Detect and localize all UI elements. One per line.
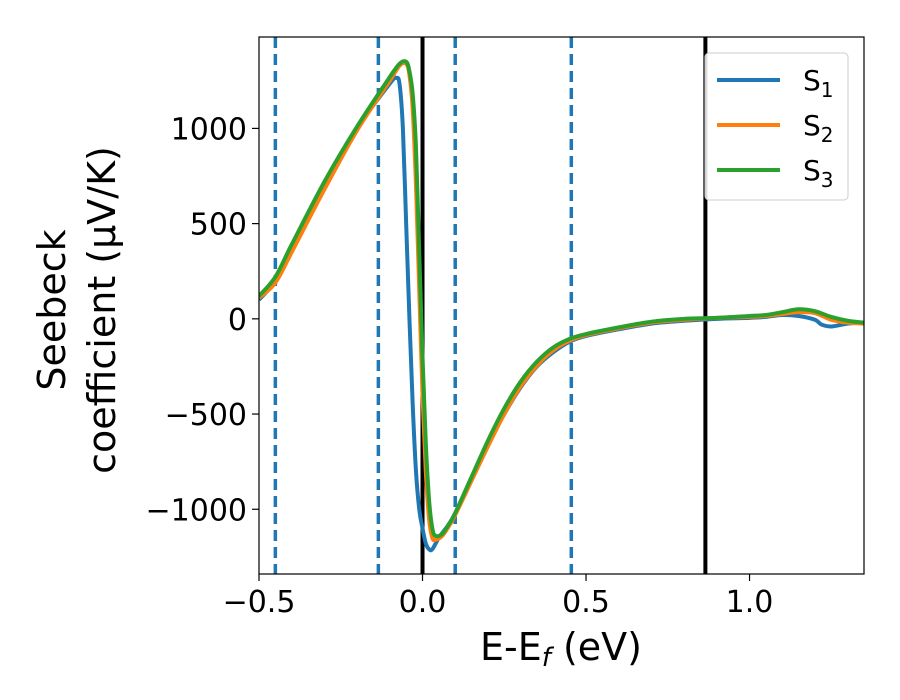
y-tick-label: 500 — [190, 208, 247, 243]
x-tick-label: 1.0 — [726, 585, 774, 620]
y-tick-label: −500 — [165, 398, 247, 433]
series-line-s3 — [259, 59, 864, 539]
y-axis-label-line2: coefficient (μV/K) — [80, 146, 124, 474]
x-axis-label: E-Ef (eV) — [480, 625, 642, 673]
x-axis: −0.5 0.0 0.5 1.0 — [223, 574, 774, 620]
y-tick-label: 1000 — [171, 112, 247, 147]
x-tick-label: −0.5 — [223, 585, 296, 620]
legend-label-s1: S1 — [803, 64, 834, 102]
x-tick-label: 0.5 — [562, 585, 610, 620]
y-tick-label: 0 — [228, 303, 247, 338]
y-axis-label: Seebeck coefficient (μV/K) — [30, 146, 124, 474]
y-axis: −1000 −500 0 500 1000 — [146, 112, 259, 528]
series-layer — [259, 59, 864, 553]
plot-frame — [258, 36, 865, 575]
y-tick-label: −1000 — [146, 493, 247, 528]
x-tick-label: 0.0 — [399, 585, 447, 620]
y-axis-label-line1: Seebeck — [30, 229, 74, 390]
